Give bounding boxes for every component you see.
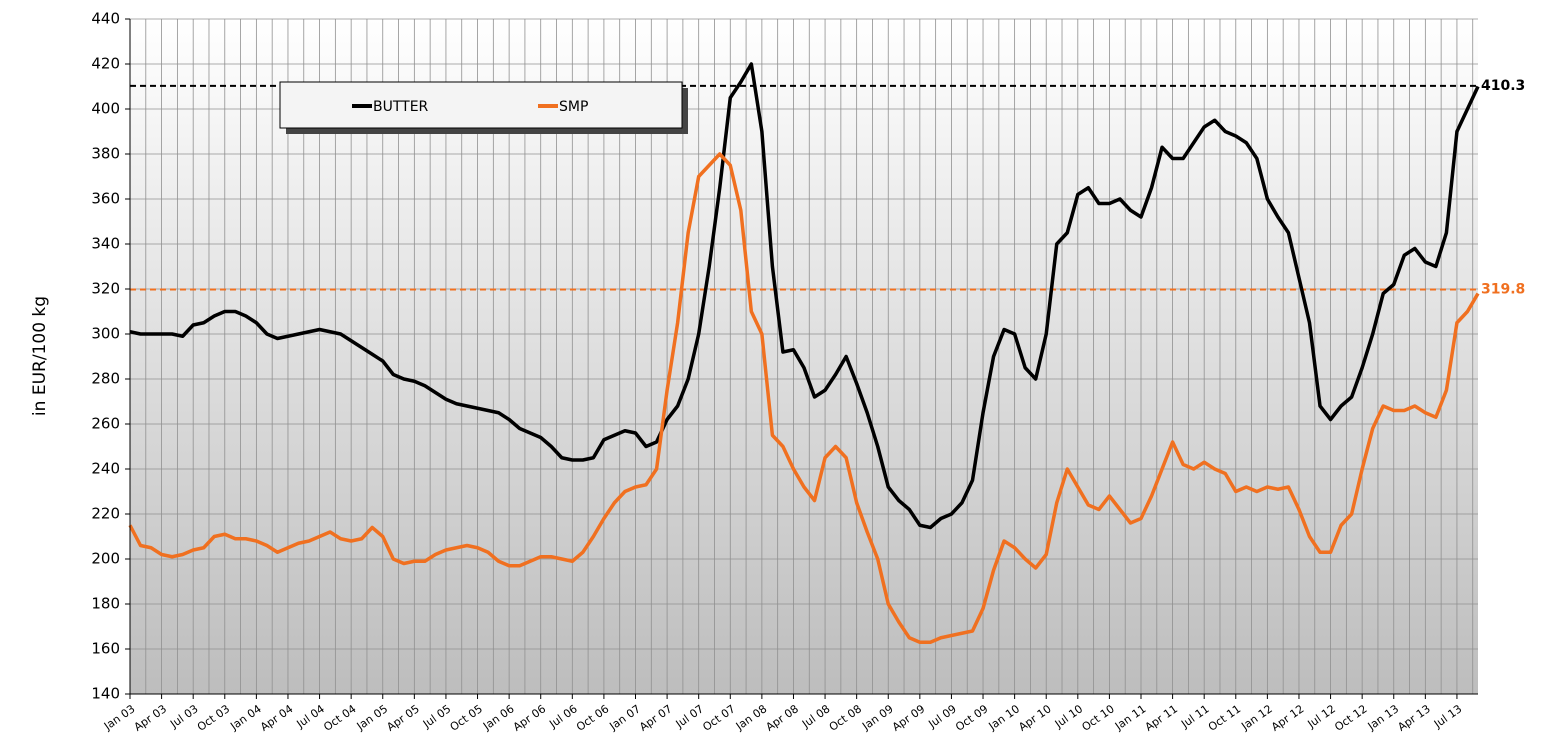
x-tick-label: Apr 06 bbox=[511, 702, 548, 734]
y-tick-label: 160 bbox=[91, 640, 120, 658]
y-tick-label: 440 bbox=[91, 10, 120, 28]
x-tick-label: Oct 04 bbox=[321, 702, 358, 734]
legend: BUTTER SMP bbox=[279, 81, 688, 134]
series-line bbox=[129, 62, 1480, 530]
x-tick-label: Apr 09 bbox=[890, 702, 927, 734]
x-tick-label: Oct 10 bbox=[1079, 702, 1116, 734]
y-tick-label: 360 bbox=[91, 190, 120, 208]
x-tick-label: Apr 07 bbox=[637, 702, 674, 734]
x-tick-label: Apr 08 bbox=[764, 702, 801, 734]
y-tick-label: 300 bbox=[91, 325, 120, 343]
y-tick-label: 340 bbox=[91, 235, 120, 253]
legend-box bbox=[279, 81, 683, 129]
x-tick-label: Oct 08 bbox=[827, 702, 864, 734]
y-tick-label: 320 bbox=[91, 280, 120, 298]
y-tick-label: 140 bbox=[91, 685, 120, 703]
x-tick-label: Jul 10 bbox=[1052, 702, 1085, 731]
x-tick-label: Jul 03 bbox=[167, 702, 200, 731]
x-tick-label: Oct 11 bbox=[1206, 702, 1243, 734]
x-tick-label: Jul 11 bbox=[1178, 702, 1211, 731]
x-tick-label: Jan 07 bbox=[606, 702, 642, 733]
x-tick-label: Jan 09 bbox=[859, 702, 895, 733]
x-tick-label: Jul 05 bbox=[420, 702, 453, 731]
y-tick-label: 380 bbox=[91, 145, 120, 163]
lines bbox=[128, 62, 1480, 644]
x-tick-label: Apr 10 bbox=[1016, 702, 1053, 734]
x-tick-label: Jul 06 bbox=[546, 702, 579, 731]
x-tick-label: Jan 08 bbox=[733, 702, 769, 733]
series-line bbox=[128, 152, 1480, 644]
x-tick-label: Apr 11 bbox=[1143, 702, 1180, 734]
x-tick-label: Oct 05 bbox=[448, 702, 485, 734]
reference-label: 410.3 bbox=[1481, 78, 1525, 94]
x-tick-label: Apr 03 bbox=[132, 702, 169, 734]
x-tick-label: Jul 09 bbox=[925, 702, 958, 731]
y-tick-label: 180 bbox=[91, 595, 120, 613]
x-tick-label: Jan 05 bbox=[354, 702, 390, 733]
y-axis-label: in EUR/100 kg bbox=[30, 296, 50, 416]
x-tick-label: Oct 09 bbox=[953, 702, 990, 734]
x-tick-label: Jul 08 bbox=[799, 702, 832, 731]
x-tick-label: Jan 10 bbox=[986, 702, 1022, 733]
x-tick-label: Jan 04 bbox=[227, 702, 263, 733]
x-tick-label: Apr 04 bbox=[258, 702, 295, 734]
y-tick-label: 220 bbox=[91, 505, 120, 523]
x-tick-label: Jul 12 bbox=[1305, 702, 1338, 731]
x-tick-label: Oct 06 bbox=[574, 702, 611, 734]
x-tick-label: Apr 12 bbox=[1269, 702, 1306, 734]
x-tick-label: Oct 03 bbox=[195, 702, 232, 734]
x-tick-label: Oct 12 bbox=[1332, 702, 1369, 734]
legend-label: BUTTER bbox=[373, 99, 429, 115]
x-tick-label: Oct 07 bbox=[700, 702, 737, 734]
x-tick-label: Jul 07 bbox=[673, 702, 706, 731]
y-tick-label: 200 bbox=[91, 550, 120, 568]
x-tick-label: Apr 13 bbox=[1395, 702, 1432, 734]
x-tick-label: Jan 06 bbox=[480, 702, 516, 733]
x-tick-label: Jan 12 bbox=[1238, 702, 1274, 733]
y-tick-label: 240 bbox=[91, 460, 120, 478]
y-tick-label: 420 bbox=[91, 55, 120, 73]
x-tick-label: Jan 03 bbox=[101, 702, 137, 733]
x-tick-label: Jul 04 bbox=[294, 702, 327, 731]
x-tick-label: Apr 05 bbox=[384, 702, 421, 734]
legend-label: SMP bbox=[559, 99, 588, 115]
y-tick-label: 260 bbox=[91, 415, 120, 433]
x-tick-label: Jul 13 bbox=[1431, 702, 1464, 731]
x-tick-label: Jan 11 bbox=[1112, 702, 1148, 733]
y-tick-label: 400 bbox=[91, 100, 120, 118]
x-tick-label: Jan 13 bbox=[1365, 702, 1401, 733]
y-tick-label: 280 bbox=[91, 370, 120, 388]
reference-label: 319.8 bbox=[1481, 281, 1525, 297]
